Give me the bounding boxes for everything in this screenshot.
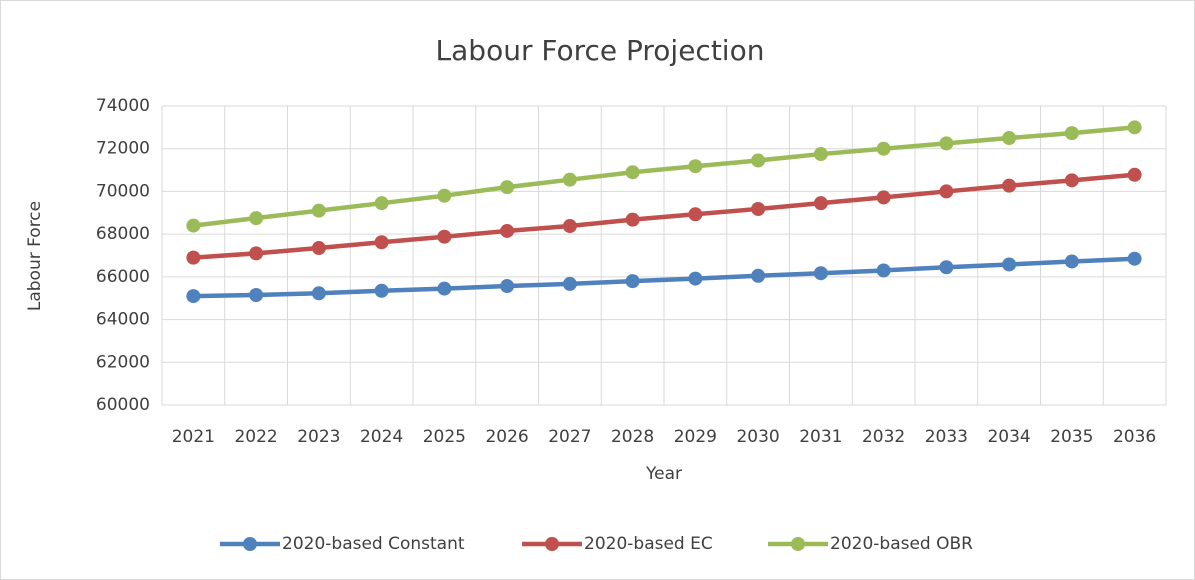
data-point [939, 184, 954, 199]
legend-label: 2020-based OBR [830, 534, 973, 554]
y-tick-label: 68000 [96, 224, 150, 244]
x-tick-label: 2029 [674, 427, 717, 447]
data-point [939, 136, 954, 151]
data-point [374, 235, 389, 250]
x-tick-label: 2022 [234, 427, 277, 447]
data-point [688, 207, 703, 222]
data-point [374, 283, 389, 298]
x-tick-label: 2035 [1050, 427, 1093, 447]
legend-label: 2020-based Constant [282, 534, 465, 554]
x-tick-label: 2025 [423, 427, 466, 447]
y-axis-label: Labour Force [25, 201, 45, 311]
data-point [249, 211, 264, 226]
data-point [1002, 178, 1017, 193]
data-point [813, 196, 828, 211]
data-point [249, 246, 264, 261]
data-point [249, 288, 264, 303]
data-point [625, 212, 640, 227]
y-tick-label: 74000 [96, 96, 150, 116]
data-point [1002, 257, 1017, 272]
legend-marker [243, 537, 257, 551]
y-tick-label: 60000 [96, 395, 150, 415]
data-point [437, 229, 452, 244]
data-point [186, 289, 201, 304]
data-point [876, 263, 891, 278]
data-point [813, 147, 828, 162]
data-point [939, 260, 954, 275]
x-tick-label: 2031 [799, 427, 842, 447]
series-line [193, 125, 1135, 228]
data-point [500, 180, 515, 195]
data-point [437, 188, 452, 203]
data-point [1064, 126, 1079, 141]
data-point [311, 203, 326, 218]
data-point [562, 172, 577, 187]
y-tick-label: 72000 [96, 139, 150, 159]
x-tick-label: 2028 [611, 427, 654, 447]
data-point [688, 271, 703, 286]
data-point [562, 219, 577, 234]
legend-marker [791, 537, 805, 551]
chart-title: Labour Force Projection [436, 34, 765, 67]
x-tick-label: 2021 [172, 427, 215, 447]
data-point [1127, 167, 1142, 182]
data-point [1064, 173, 1079, 188]
data-point [813, 266, 828, 281]
data-point [1127, 120, 1142, 135]
x-tick-label: 2036 [1113, 427, 1156, 447]
series-line [193, 256, 1135, 299]
data-point [311, 286, 326, 301]
y-tick-label: 70000 [96, 181, 150, 201]
data-point [876, 141, 891, 156]
data-point [751, 268, 766, 283]
y-tick-label: 62000 [96, 352, 150, 372]
legend-marker [545, 537, 559, 551]
data-point [500, 279, 515, 294]
legend-label: 2020-based EC [584, 534, 713, 554]
data-point [500, 223, 515, 238]
data-point [1127, 251, 1142, 266]
data-point [1064, 254, 1079, 269]
data-point [1002, 131, 1017, 146]
x-axis-label: Year [645, 464, 682, 484]
x-tick-label: 2026 [485, 427, 528, 447]
data-point [751, 201, 766, 216]
series-line [193, 172, 1135, 260]
data-point [562, 276, 577, 291]
data-point [625, 274, 640, 289]
y-tick-label: 64000 [96, 310, 150, 330]
x-tick-label: 2034 [987, 427, 1030, 447]
data-point [688, 159, 703, 174]
data-point [876, 190, 891, 205]
x-tick-label: 2023 [297, 427, 340, 447]
x-tick-label: 2033 [925, 427, 968, 447]
data-point [374, 196, 389, 211]
x-tick-label: 2032 [862, 427, 905, 447]
y-tick-label: 66000 [96, 267, 150, 287]
data-point [751, 153, 766, 168]
data-point [311, 241, 326, 256]
data-point [437, 281, 452, 296]
data-point [625, 165, 640, 180]
x-tick-label: 2027 [548, 427, 591, 447]
data-point [186, 250, 201, 265]
x-tick-label: 2030 [736, 427, 779, 447]
x-tick-label: 2024 [360, 427, 403, 447]
data-point [186, 218, 201, 233]
